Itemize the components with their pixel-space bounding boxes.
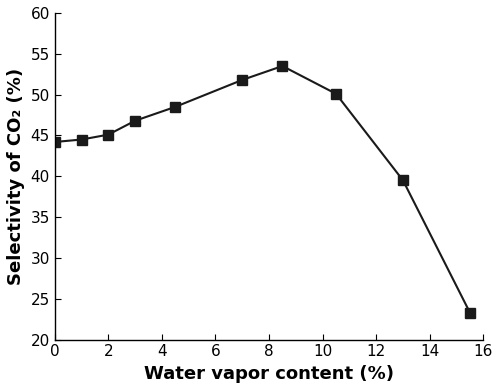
- X-axis label: Water vapor content (%): Water vapor content (%): [144, 365, 394, 383]
- Y-axis label: Selectivity of CO₂ (%): Selectivity of CO₂ (%): [7, 68, 25, 285]
